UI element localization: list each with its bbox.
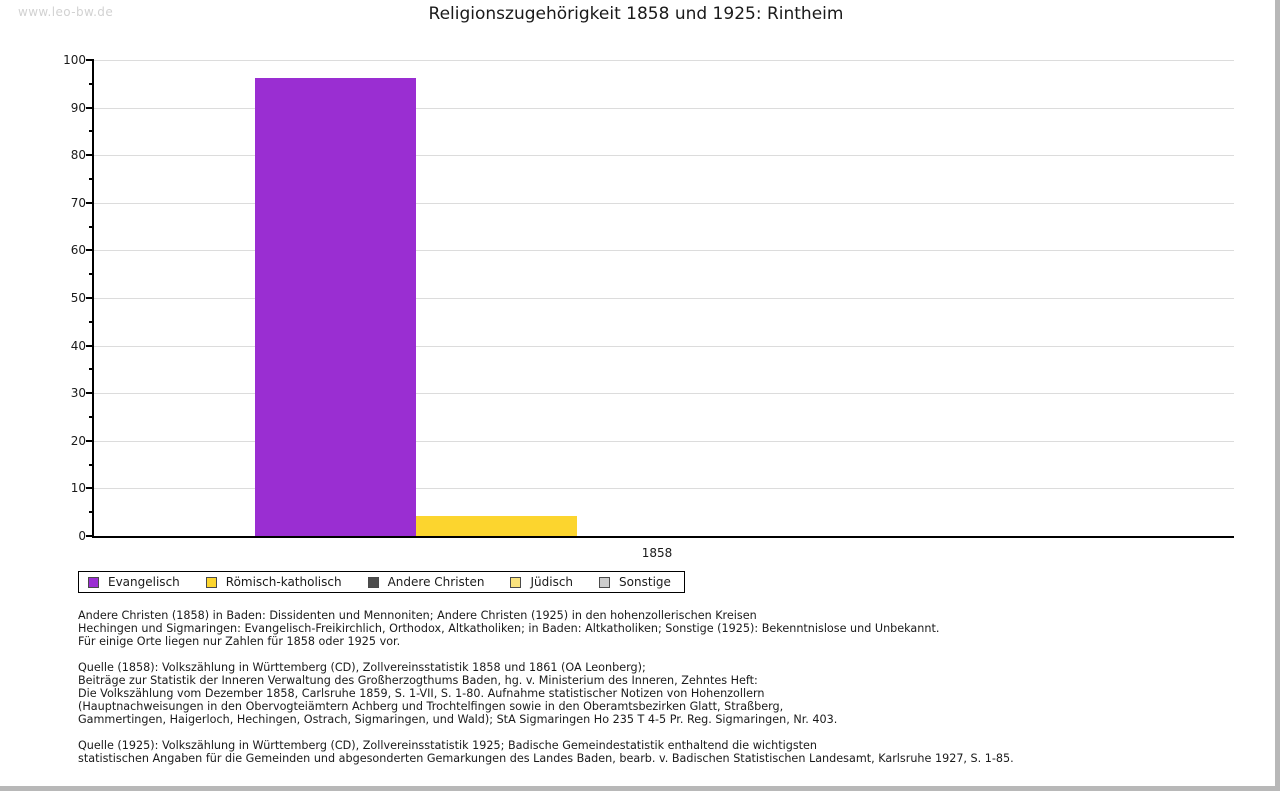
y-axis-tick-label: 70 xyxy=(70,195,86,210)
legend-swatch-icon xyxy=(599,576,611,588)
legend-label: Jüdisch xyxy=(530,575,574,589)
y-axis-tick-label: 30 xyxy=(70,386,86,401)
gridline xyxy=(94,107,1234,109)
footnote-line: statistischen Angaben für die Gemeinden … xyxy=(78,752,1014,765)
y-axis-tick xyxy=(86,487,94,490)
footnote-line: Quelle (1858): Volkszählung in Württembe… xyxy=(78,661,646,674)
y-axis-minor-tick xyxy=(89,416,94,418)
legend-swatch-icon xyxy=(367,576,379,588)
y-axis-minor-tick xyxy=(89,320,94,323)
y-axis-tick-label: 20 xyxy=(70,433,86,448)
gridline xyxy=(94,298,1234,299)
legend-label: Evangelisch xyxy=(108,575,180,589)
footnote-line: Für einige Orte liegen nur Zahlen für 18… xyxy=(78,635,401,648)
legend-item-j-disch[interactable]: Jüdisch xyxy=(510,575,573,589)
legend-swatch-icon xyxy=(88,576,99,588)
y-axis-tick xyxy=(86,201,94,204)
y-axis-tick xyxy=(86,439,94,442)
y-axis-minor-tick xyxy=(89,178,94,180)
y-axis-minor-tick xyxy=(89,130,94,133)
y-axis-minor-tick xyxy=(89,82,94,85)
footnote-block: Quelle (1858): Volkszählung in Württembe… xyxy=(78,661,1228,726)
gridline xyxy=(94,60,1234,61)
y-axis-tick xyxy=(86,59,94,61)
gridline xyxy=(94,488,1234,490)
footnote-block: Andere Christen (1858) in Baden: Disside… xyxy=(78,609,1228,648)
y-axis-tick-label: 90 xyxy=(70,100,86,115)
legend-label: Sonstige xyxy=(619,575,671,589)
y-axis-tick-label: 80 xyxy=(70,148,86,163)
legend-label: Andere Christen xyxy=(387,575,485,589)
footnote-line: Andere Christen (1858) in Baden: Disside… xyxy=(78,609,757,622)
footnote-block: Quelle (1925): Volkszählung in Württembe… xyxy=(78,739,1228,765)
legend-label: Römisch-katholisch xyxy=(225,575,342,589)
legend-item-sonstige[interactable]: Sonstige xyxy=(599,575,671,589)
legend-item-r-misch-katholisch[interactable]: Römisch-katholisch xyxy=(205,575,342,589)
watermark-label: www.leo-bw.de xyxy=(18,5,114,19)
y-axis-tick-label: 100 xyxy=(63,53,86,67)
gridline xyxy=(94,393,1234,395)
x-axis-tick-label: 1858 xyxy=(641,546,673,560)
gridline xyxy=(94,345,1234,347)
footnote-line: Beiträge zur Statistik der Inneren Verwa… xyxy=(78,674,758,687)
footnote-line: (Hauptnachweisungen in den Obervogteiämt… xyxy=(78,700,784,713)
y-axis-tick xyxy=(86,344,94,347)
bar-r-misch-katholisch[interactable] xyxy=(416,516,577,536)
y-axis-tick xyxy=(86,535,94,537)
gridline xyxy=(94,202,1234,204)
y-axis-minor-tick xyxy=(89,511,94,514)
footnote-line: Quelle (1925): Volkszählung in Württembe… xyxy=(78,739,818,752)
gridline xyxy=(94,155,1234,157)
y-axis-minor-tick xyxy=(89,273,94,276)
plot-wrapper: Anzahl Personen in % 0102030405060708090… xyxy=(63,53,1234,560)
y-axis-tick-label: 50 xyxy=(70,291,86,305)
y-axis-tick xyxy=(86,154,94,157)
y-axis-minor-tick xyxy=(89,463,94,466)
y-axis-tick-label: 10 xyxy=(70,481,86,496)
y-axis-minor-tick xyxy=(89,368,94,371)
y-axis-tick xyxy=(86,297,94,299)
y-axis-tick xyxy=(86,106,94,109)
footnote-line: Hechingen und Sigmaringen: Evangelisch-F… xyxy=(78,622,940,635)
gridline xyxy=(94,440,1234,442)
legend-swatch-icon xyxy=(510,576,522,588)
y-axis-tick xyxy=(86,392,94,395)
plot-area: 0 10 20 30 40 50 60 70 80 90 100 xyxy=(63,53,1234,543)
legend-item-evangelisch[interactable]: Evangelisch xyxy=(88,575,180,589)
legend-item-andere-christen[interactable]: Andere Christen xyxy=(367,575,485,589)
y-axis-tick-label: 0 xyxy=(78,529,86,543)
y-axis-tick-label: 60 xyxy=(70,243,86,258)
y-axis-tick xyxy=(86,249,94,252)
footnotes: Andere Christen (1858) in Baden: Disside… xyxy=(78,609,1228,778)
chart-title: Religionszugehörigkeit 1858 und 1925: Ri… xyxy=(428,4,844,24)
y-axis-minor-tick xyxy=(89,225,94,228)
footnote-line: Gammertingen, Haigerloch, Hechingen, Ost… xyxy=(78,713,838,726)
gridline xyxy=(94,250,1234,252)
y-axis-tick-label: 40 xyxy=(70,338,86,353)
legend-swatch-icon xyxy=(205,576,217,588)
bar-evangelisch[interactable] xyxy=(255,78,416,536)
footnote-line: Die Volkszählung vom Dezember 1858, Carl… xyxy=(78,687,765,700)
chart-legend: Evangelisch Römisch-katholisch Andere Chri… xyxy=(78,571,685,593)
